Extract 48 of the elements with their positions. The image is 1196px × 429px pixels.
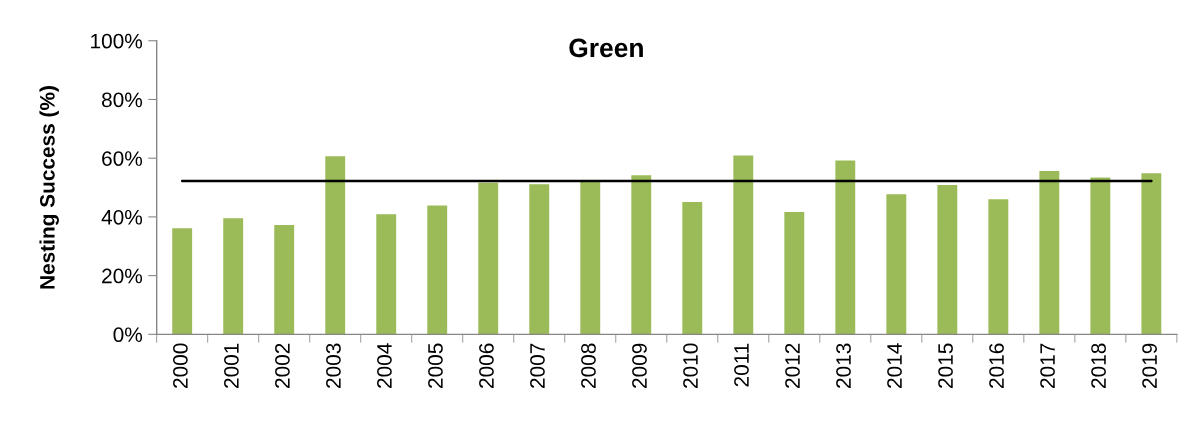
x-tick-label: 2017 (1040, 343, 1055, 388)
x-tick-label: 2009 (632, 343, 647, 388)
y-tick-label: 80% (102, 92, 143, 108)
bar (376, 214, 397, 335)
bar (325, 156, 346, 335)
y-axis-title: Nesting Success (%) (39, 86, 59, 289)
chart-title: Green (569, 38, 643, 58)
x-tick-label: 2013 (836, 343, 851, 388)
bar (1090, 177, 1111, 335)
y-tick-label: 20% (102, 268, 143, 284)
bar (784, 211, 805, 335)
x-tick-label: 2000 (173, 343, 188, 388)
bar (937, 184, 958, 335)
x-tick-label: 2006 (479, 343, 494, 388)
x-tick-label: 2016 (989, 343, 1004, 388)
bar (427, 205, 448, 335)
bar (835, 160, 856, 335)
x-tick-label: 2005 (428, 343, 443, 388)
y-tick-label: 100% (91, 33, 143, 49)
bar (1141, 173, 1162, 335)
x-tick-label: 2002 (275, 343, 290, 388)
bar (172, 228, 193, 335)
bar (223, 218, 244, 335)
bar (886, 194, 907, 335)
y-tick-label: 0% (113, 327, 143, 343)
x-tick-label: 2010 (683, 343, 698, 388)
bar (529, 184, 550, 335)
bar (580, 181, 601, 335)
x-tick-label: 2004 (377, 343, 392, 388)
x-tick-label: 2003 (326, 343, 341, 388)
y-tick-label: 40% (101, 209, 143, 225)
x-tick-label: 2008 (581, 343, 596, 388)
bar (733, 155, 754, 335)
x-tick-label: 2014 (887, 343, 902, 388)
x-tick-label: 2011 (734, 343, 749, 387)
y-tick-label: 60% (102, 151, 143, 166)
x-tick-label: 2019 (1142, 343, 1157, 388)
bar (682, 201, 703, 335)
x-tick-label: 2001 (224, 343, 239, 388)
bar (631, 175, 652, 335)
x-tick-label: 2018 (1091, 343, 1106, 388)
x-tick-label: 2012 (785, 343, 800, 388)
x-tick-label: 2015 (938, 343, 953, 388)
bar (1039, 171, 1060, 335)
x-tick-label: 2007 (530, 343, 545, 388)
bar (988, 199, 1009, 335)
bar (274, 225, 295, 335)
bar (478, 182, 499, 335)
